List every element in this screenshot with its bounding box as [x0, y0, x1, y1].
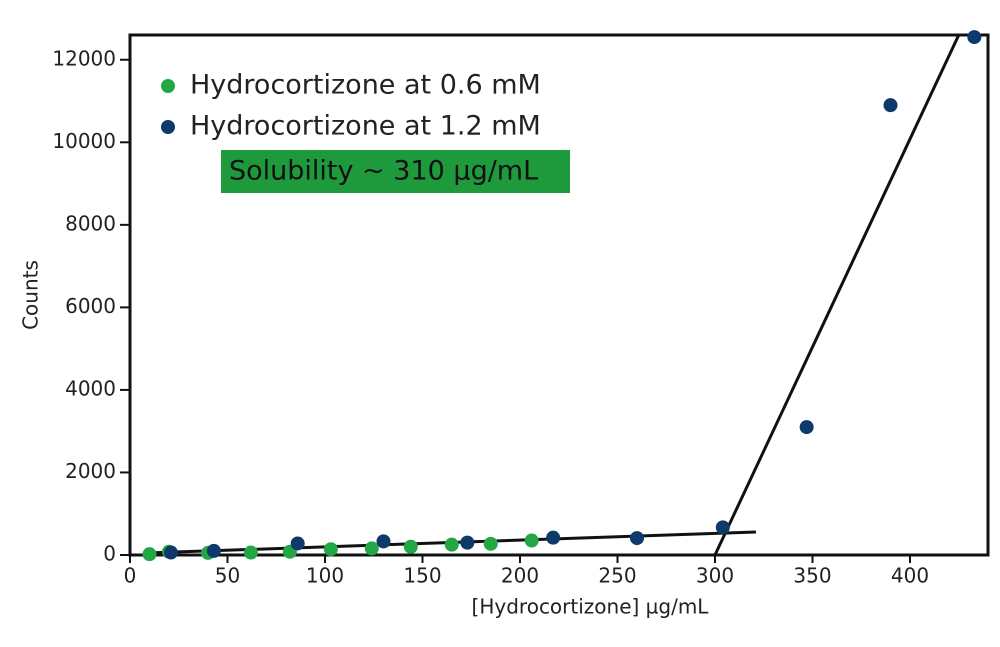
data-point — [290, 536, 305, 551]
x-tick-label: 50 — [215, 564, 240, 588]
data-point — [715, 520, 730, 535]
y-tick-label: 12000 — [52, 46, 116, 70]
data-point — [483, 536, 498, 551]
annotation-box — [221, 150, 570, 193]
data-point — [142, 547, 157, 562]
data-point — [243, 545, 258, 560]
data-point — [403, 539, 418, 554]
legend-label: Hydrocortizone at 1.2 mM — [190, 111, 541, 142]
data-point — [376, 534, 391, 549]
data-point — [163, 545, 178, 560]
x-tick-label: 400 — [891, 564, 929, 588]
data-point — [460, 535, 475, 550]
y-tick-label: 0 — [103, 542, 116, 566]
data-point — [546, 530, 561, 545]
legend-marker — [161, 120, 175, 134]
y-tick-label: 4000 — [65, 376, 116, 400]
y-tick-label: 6000 — [65, 294, 116, 318]
x-tick-label: 150 — [403, 564, 441, 588]
x-tick-label: 0 — [124, 564, 137, 588]
data-point — [206, 543, 221, 558]
data-point — [364, 541, 379, 556]
data-point — [967, 30, 982, 45]
plot-frame — [128, 33, 990, 557]
fit-line — [713, 34, 961, 556]
x-tick-label: 300 — [696, 564, 734, 588]
legend-marker — [161, 79, 175, 93]
data-point — [883, 98, 898, 113]
x-tick-label: 350 — [793, 564, 831, 588]
y-tick-label: 2000 — [65, 459, 116, 483]
x-tick-label: 100 — [306, 564, 344, 588]
y-tick-label: 10000 — [52, 129, 116, 153]
y-tick-label: 8000 — [65, 211, 116, 235]
data-point — [444, 537, 459, 552]
data-point — [799, 420, 814, 435]
annotation: Solubility ~ 310 µg/mL — [229, 156, 538, 187]
x-axis-label: [Hydrocortizone] µg/mL — [472, 595, 710, 619]
y-axis-label: Counts — [19, 260, 43, 330]
legend-label: Hydrocortizone at 0.6 mM — [190, 70, 541, 101]
data-point — [630, 531, 644, 546]
x-tick-label: 200 — [501, 564, 539, 588]
data-point — [524, 533, 539, 548]
x-tick-label: 250 — [598, 564, 636, 588]
data-point — [323, 542, 338, 557]
